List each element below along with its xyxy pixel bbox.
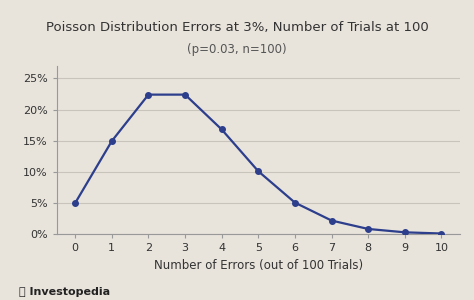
Text: Ⓜ Investopedia: Ⓜ Investopedia: [19, 287, 110, 297]
Text: (p=0.03, n=100): (p=0.03, n=100): [187, 44, 287, 56]
Text: Poisson Distribution Errors at 3%, Number of Trials at 100: Poisson Distribution Errors at 3%, Numbe…: [46, 21, 428, 34]
X-axis label: Number of Errors (out of 100 Trials): Number of Errors (out of 100 Trials): [154, 259, 363, 272]
